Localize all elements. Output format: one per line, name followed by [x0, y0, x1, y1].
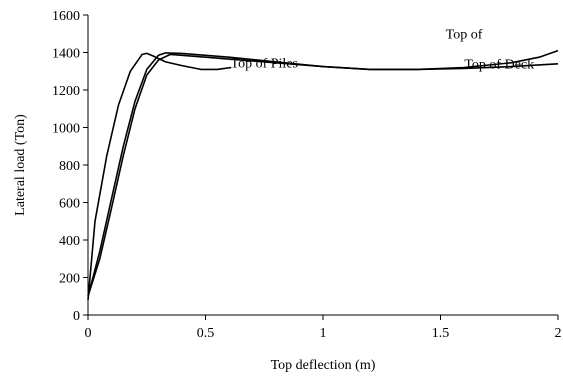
y-ticks: 0 200 400 600 800 1000 1200 1400 1600 — [52, 9, 88, 324]
y-tick-label: 1400 — [52, 47, 80, 62]
y-tick-label: 800 — [59, 159, 80, 174]
series-line-0 — [87, 52, 232, 301]
y-tick-label: 1200 — [52, 84, 80, 99]
x-tick-label: 1 — [320, 326, 327, 341]
annotation-label: Top of Deck — [464, 57, 534, 72]
x-axis-title: Top deflection (m) — [271, 358, 376, 373]
series-line-2 — [87, 49, 559, 297]
annotation-label: Top of — [446, 27, 483, 42]
annotation-label: Top of Piles — [231, 57, 298, 72]
x-tick-label: 1.5 — [432, 326, 450, 341]
y-axis-title: Lateral load (Ton) — [13, 114, 28, 216]
y-tick-label: 200 — [59, 272, 80, 287]
series-line-1 — [87, 53, 559, 297]
x-ticks: 0 0.5 1 1.5 2 — [85, 315, 562, 341]
y-tick-label: 1600 — [52, 9, 80, 24]
y-tick-label: 400 — [59, 234, 80, 249]
y-tick-label: 600 — [59, 197, 80, 212]
x-tick-label: 2 — [555, 326, 562, 341]
x-tick-label: 0.5 — [197, 326, 215, 341]
y-tick-label: 1000 — [52, 122, 80, 137]
annotations: Top of Piles Top of Deck Top of — [231, 27, 535, 72]
series-group — [87, 49, 559, 301]
y-tick-label: 0 — [73, 309, 80, 324]
x-tick-label: 0 — [85, 326, 92, 341]
